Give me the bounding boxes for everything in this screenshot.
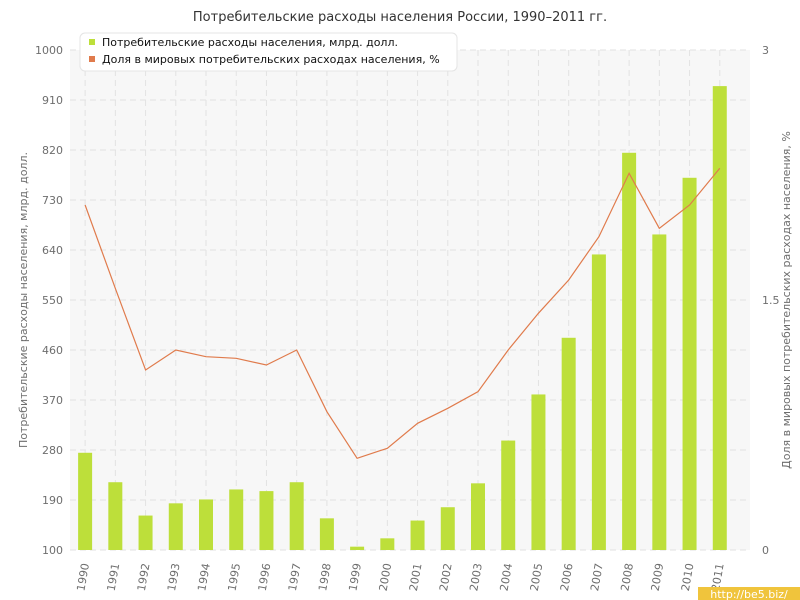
x-tick-label: 2011: [709, 562, 727, 592]
bar-1995: [229, 489, 244, 550]
x-tick-label: 2007: [588, 562, 606, 592]
bar-2006: [561, 337, 576, 550]
x-tick-label: 2005: [528, 562, 546, 592]
x-tick-label: 1991: [105, 562, 123, 592]
y-right-tick-label: 1.5: [762, 294, 780, 307]
bar-1997: [289, 482, 304, 550]
bar-2000: [380, 538, 395, 550]
x-tick-label: 2009: [649, 562, 667, 592]
legend: Потребительские расходы населения, млрд.…: [79, 32, 458, 72]
x-tick-label: 2006: [558, 562, 576, 592]
x-tick-label: 2000: [377, 562, 395, 592]
bar-2007: [591, 254, 606, 550]
bar-2002: [440, 507, 455, 550]
x-tick-label: 2001: [407, 562, 425, 592]
y-tick-label: 280: [42, 444, 63, 457]
bar-2009: [652, 234, 667, 550]
bar-2011: [712, 86, 727, 550]
bar-2001: [410, 520, 425, 550]
chart-title: Потребительские расходы населения России…: [193, 10, 607, 25]
x-tick-label: 2002: [437, 562, 455, 592]
bar-1991: [108, 482, 123, 550]
y-tick-label: 910: [42, 94, 63, 107]
bar-2008: [622, 152, 637, 550]
y-right-tick-label: 3: [762, 44, 769, 57]
y-tick-label: 550: [42, 294, 63, 307]
x-axis-ticks: 1990 1991 1992 1993 1994 1995 1996 1997 1998 1999…: [74, 562, 726, 592]
line-series: [84, 167, 721, 460]
x-tick-label: 1994: [195, 562, 213, 592]
bar-1993: [168, 503, 183, 550]
x-tick-label: 2004: [498, 562, 516, 592]
watermark-background: [698, 587, 800, 600]
x-tick-label: 1993: [165, 562, 183, 592]
bar-1998: [319, 518, 334, 550]
y-right-tick-label: 0: [762, 544, 769, 557]
x-tick-label: 2010: [679, 562, 697, 592]
bar-2004: [501, 440, 516, 550]
legend-swatch-bars: [89, 39, 95, 45]
legend-box: [79, 32, 458, 72]
bar-1996: [259, 491, 274, 550]
y-axis-right-label: Доля в мировых потребительских расходах …: [780, 131, 793, 469]
watermark-text: http://be5.biz/: [710, 588, 788, 600]
bar-1992: [138, 515, 153, 550]
y-tick-label: 640: [42, 244, 63, 257]
x-tick-label: 1997: [286, 562, 304, 592]
legend-label-line: Доля в мировых потребительских расходах …: [102, 53, 440, 66]
y-tick-label: 100: [42, 544, 63, 557]
bar-2005: [531, 394, 546, 550]
y-tick-label: 820: [42, 144, 63, 157]
bar-1999: [350, 546, 365, 550]
bar-2010: [682, 177, 697, 550]
x-tick-label: 1990: [74, 562, 92, 592]
grid: [70, 49, 750, 551]
bar-2003: [471, 483, 485, 550]
right-axis-ticks: 01.53: [762, 44, 780, 557]
bar-series: [78, 86, 727, 550]
left-axis-ticks: 100 190 280 370 460 550 640 730 820 910 1000: [35, 44, 63, 557]
x-tick-label: 2003: [467, 562, 485, 592]
y-tick-label: 1000: [35, 44, 63, 57]
y-tick-label: 730: [42, 194, 63, 207]
x-tick-label: 1999: [346, 562, 364, 592]
y-tick-label: 190: [42, 494, 63, 507]
y-tick-label: 370: [42, 394, 63, 407]
legend-label-bars: Потребительские расходы населения, млрд.…: [102, 36, 398, 49]
line-share-series: [84, 167, 721, 460]
y-axis-label: Потребительские расходы населения, млрд.…: [17, 152, 30, 448]
x-tick-label: 2008: [618, 562, 636, 592]
watermark: http://be5.biz/: [698, 587, 800, 600]
x-tick-label: 1992: [135, 562, 153, 592]
y-tick-label: 460: [42, 344, 63, 357]
bar-1990: [78, 452, 93, 550]
x-tick-label: 1995: [226, 562, 244, 592]
bar-1994: [199, 499, 213, 550]
x-tick-label: 1998: [316, 562, 334, 592]
legend-swatch-line: [89, 56, 95, 62]
x-tick-label: 1996: [256, 562, 274, 592]
